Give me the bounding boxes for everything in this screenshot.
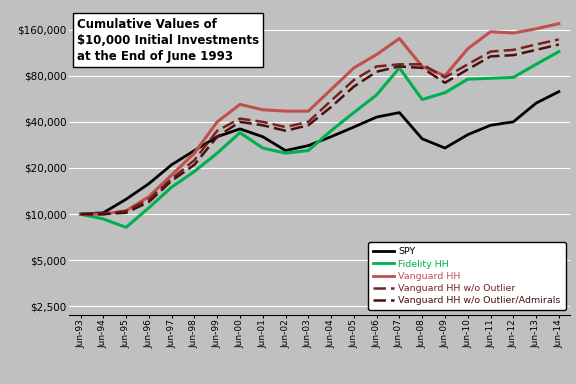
Text: Cumulative Values of
$10,000 Initial Investments
at the End of June 1993: Cumulative Values of $10,000 Initial Inv… (77, 18, 259, 63)
Legend: SPY, Fidelity HH, Vanguard HH, Vanguard HH w/o Outlier, Vanguard HH w/o Outlier/: SPY, Fidelity HH, Vanguard HH, Vanguard … (368, 242, 566, 310)
